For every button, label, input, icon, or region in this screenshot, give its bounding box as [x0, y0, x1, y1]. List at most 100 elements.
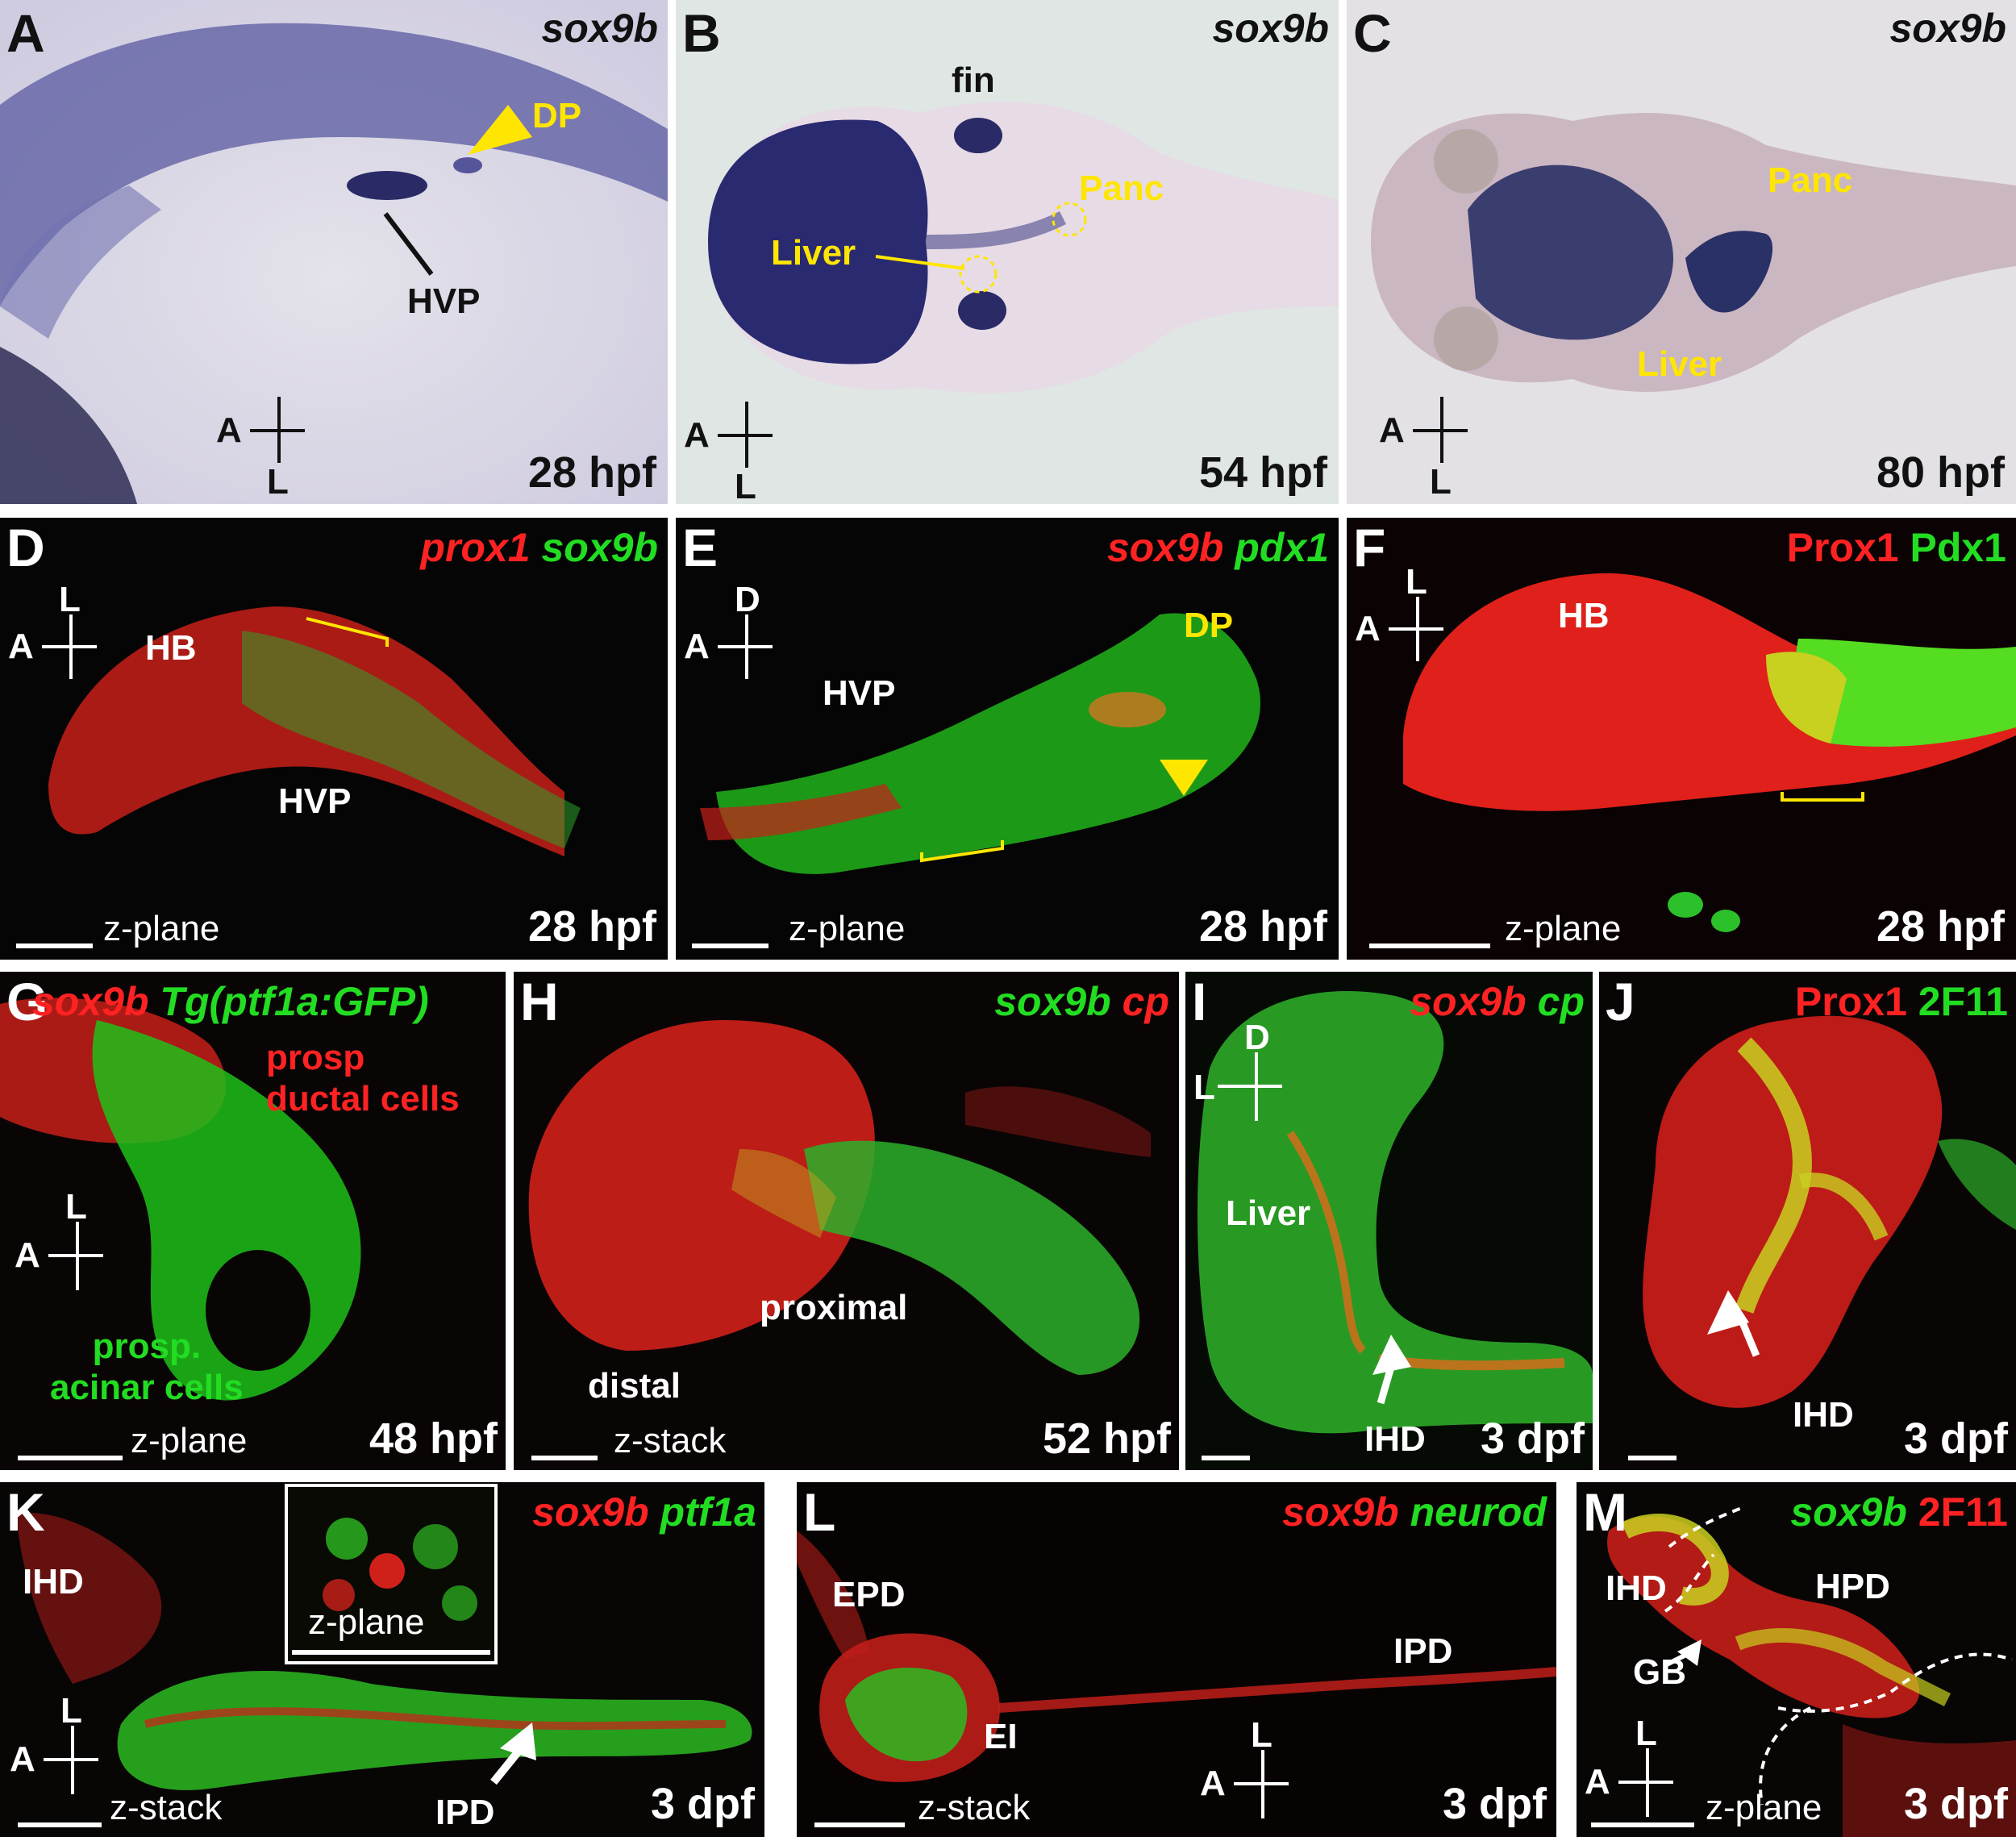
panel-letter: F: [1353, 518, 1386, 577]
distal-label: distal: [588, 1366, 681, 1406]
orientation-axis-icon: A L: [684, 402, 773, 504]
dp-label: DP: [532, 96, 582, 135]
panel-m: M sox9b 2F11 IHD HPD GB L A z-plane 3 dp…: [1577, 1482, 2016, 1837]
orientation-axis-icon: A L: [1379, 397, 1468, 502]
panel-letter: G: [6, 972, 48, 1031]
panel-letter: I: [1192, 972, 1207, 1031]
panel-e: E sox9b pdx1 DP HVP D A z-plane 28 hpf: [676, 518, 1339, 960]
panel-h: H sox9b cp proximal distal z-stack 52 hp…: [514, 972, 1179, 1470]
scale-bar: [1202, 1456, 1250, 1460]
timepoint-label: 54 hpf: [1198, 448, 1327, 497]
scale-bar: [1591, 1822, 1694, 1827]
panel-i: I sox9b cp Liver IHD D L 3 dpf: [1185, 972, 1593, 1470]
liver-label: Liver: [1226, 1193, 1311, 1233]
scale-bar: [18, 1822, 102, 1827]
panel-c: C sox9b Panc Liver A L 80 hpf: [1347, 0, 2016, 504]
imaging-plane-label: z-stack: [918, 1788, 1031, 1827]
timepoint-label: 28 hpf: [527, 902, 656, 951]
gene-label-header: sox9b neurod: [1282, 1489, 1547, 1535]
timepoint-label: 48 hpf: [369, 1414, 498, 1463]
inset-plane-label: z-plane: [308, 1602, 425, 1642]
gene-label-header: Prox1 Pdx1: [1786, 525, 2006, 570]
panel-letter: C: [1353, 3, 1392, 63]
inset-scale-bar: [292, 1650, 490, 1655]
timepoint-label: 3 dpf: [1443, 1780, 1547, 1828]
gene-label-header: sox9b cp: [994, 979, 1169, 1024]
panel-b: B sox9b fin Panc Liver A L 54 hpf: [676, 0, 1339, 504]
scale-bar: [1369, 943, 1490, 948]
gene-label-header: prox1 sox9b: [420, 525, 658, 570]
panel-a: A sox9b DP HVP A L 28 hpf: [0, 0, 668, 504]
imaging-plane-label: z-plane: [1706, 1788, 1822, 1827]
panel-e-image: [676, 518, 1339, 960]
panel-letter: A: [6, 3, 45, 63]
ihd-label: IHD: [1606, 1568, 1667, 1608]
panel-b-image: [676, 0, 1339, 504]
timepoint-label: 3 dpf: [1904, 1780, 2008, 1828]
acinar-cells-label: prosp. acinar cells: [50, 1327, 244, 1407]
panel-l: L sox9b neurod EPD EI IPD L A z-stack 3 …: [797, 1482, 1556, 1837]
panel-letter: E: [682, 518, 719, 577]
ductal-cells-label: prosp ductal cells: [266, 1038, 460, 1118]
ei-label: EI: [984, 1717, 1018, 1756]
panel-g: G sox9b Tg(ptf1a:GFP) prosp ductal cells…: [0, 972, 506, 1470]
panel-j: J Prox1 2F11 IHD 3 dpf: [1599, 972, 2016, 1470]
orientation-axis-icon: L A: [1200, 1715, 1289, 1818]
hb-label: HB: [145, 628, 197, 668]
panel-k-image: [0, 1482, 764, 1837]
orientation-axis-icon: D L: [1193, 1018, 1282, 1121]
scale-bar: [692, 943, 768, 948]
panel-letter: L: [803, 1482, 836, 1542]
timepoint-label: 3 dpf: [651, 1780, 755, 1828]
epd-label: EPD: [832, 1575, 906, 1614]
fin-label: fin: [952, 60, 995, 100]
imaging-plane-label: z-plane: [789, 909, 906, 948]
scale-bar: [814, 1822, 905, 1827]
panel-f-image: [1347, 518, 2016, 960]
panel-f: F Prox1 Pdx1 HB L A z-plane 28 hpf: [1347, 518, 2016, 960]
orientation-axis-icon: D A: [684, 580, 773, 681]
panel-letter: J: [1606, 972, 1635, 1031]
hvp-label: HVP: [823, 673, 896, 713]
gene-label-header: Prox1 2F11: [1794, 979, 2008, 1024]
hvp-label: HVP: [278, 781, 352, 821]
panel-letter: B: [682, 3, 721, 63]
panel-letter: H: [520, 972, 559, 1031]
gene-label-header: sox9b pdx1: [1106, 525, 1329, 570]
orientation-axis-icon: L A: [15, 1187, 103, 1290]
hpd-label: HPD: [1815, 1567, 1890, 1606]
panel-d-image: [0, 518, 668, 960]
imaging-plane-label: z-plane: [103, 909, 220, 948]
gene-label-header: sox9b 2F11: [1790, 1489, 2008, 1535]
orientation-axis-icon: L A: [8, 580, 97, 681]
ihd-label: IHD: [1364, 1419, 1426, 1459]
gb-label: GB: [1633, 1652, 1686, 1692]
ihd-label: IHD: [1793, 1395, 1854, 1435]
panel-m-image: [1577, 1482, 2016, 1837]
proximal-label: proximal: [760, 1288, 908, 1327]
timepoint-label: 80 hpf: [1876, 448, 2005, 497]
hvp-label: HVP: [407, 281, 481, 321]
ipd-label: IPD: [435, 1793, 495, 1832]
gene-label: sox9b: [1212, 6, 1329, 51]
timepoint-label: 3 dpf: [1904, 1414, 2008, 1463]
panel-k: K sox9b ptf1a IHD IPD z-plane L A z-stac…: [0, 1482, 764, 1837]
liver-label: Liver: [771, 233, 856, 273]
imaging-plane-label: z-stack: [614, 1421, 727, 1460]
orientation-axis-icon: A L: [216, 397, 305, 502]
scale-bar: [531, 1456, 598, 1460]
timepoint-label: 28 hpf: [1198, 902, 1327, 951]
imaging-plane-label: z-plane: [131, 1421, 248, 1460]
orientation-axis-icon: L A: [1355, 562, 1443, 663]
panel-a-image: [0, 0, 668, 504]
timepoint-label: 3 dpf: [1481, 1414, 1585, 1463]
panel-letter: M: [1583, 1482, 1627, 1542]
panel-g-image: [0, 972, 506, 1470]
panc-label: Panc: [1768, 160, 1853, 200]
orientation-axis-icon: L A: [10, 1691, 98, 1794]
panel-h-image: [514, 972, 1179, 1470]
liver-label: Liver: [1637, 344, 1722, 384]
timepoint-label: 28 hpf: [1876, 902, 2005, 951]
ihd-label: IHD: [23, 1562, 84, 1602]
gene-label-header: sox9b Tg(ptf1a:GFP): [32, 979, 429, 1024]
